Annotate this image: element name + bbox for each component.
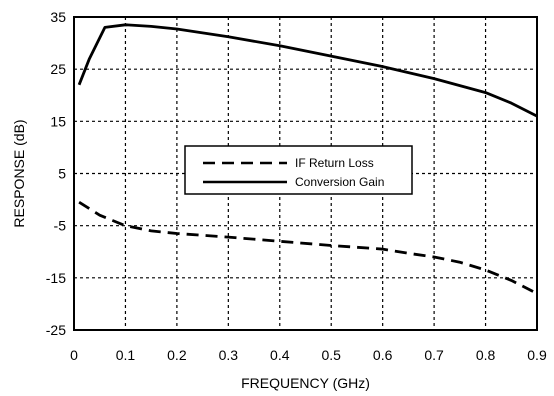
y-tick-label: 35 [50,9,66,25]
y-tick-label: 15 [50,113,66,129]
x-tick-label: 0.7 [424,347,444,363]
legend: IF Return Loss Conversion Gain [184,145,413,195]
series-line-conversion-gain [77,23,538,118]
legend-box [184,145,413,195]
x-tick-label: 0 [70,347,78,363]
x-tick-label: 0.1 [116,347,136,363]
x-tick-labels: 0 0.1 0.2 0.3 0.4 0.5 0.6 0.7 0.8 0.9 [70,347,547,363]
x-tick-label: 0.5 [321,347,341,363]
y-tick-labels: 35 25 15 5 -5 -15 -25 [46,9,66,338]
x-tick-label: 0.2 [167,347,187,363]
series-line-if-return-loss [78,201,538,295]
x-tick-label: 0.6 [373,347,393,363]
x-tick-label: 0.9 [527,347,547,363]
x-tick-label: 0.8 [476,347,496,363]
plot-frame [73,16,538,331]
x-tick-label: 0.4 [270,347,290,363]
x-axis-label: FREQUENCY (GHz) [241,375,370,391]
legend-label-if-return-loss: IF Return Loss [295,156,374,170]
x-tick-label: 0.3 [219,347,239,363]
y-tick-label: -5 [54,218,67,234]
legend-label-conversion-gain: Conversion Gain [295,175,384,189]
y-tick-label: 25 [50,61,66,77]
y-tick-label: 5 [58,166,66,182]
y-tick-label: -15 [46,270,66,286]
y-axis-label: RESPONSE (dB) [11,119,27,227]
y-tick-label: -25 [46,322,66,338]
series-lines [77,23,538,295]
